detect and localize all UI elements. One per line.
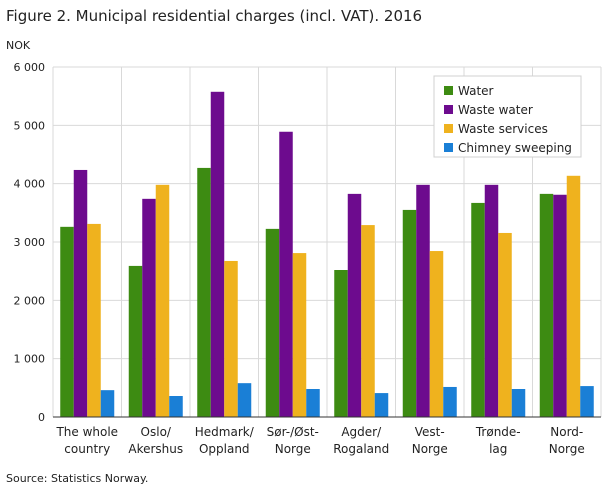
bar-chimney-sweeping (580, 386, 594, 417)
x-tick-label: lag (489, 442, 507, 456)
bar-waste-water (279, 131, 293, 417)
y-tick-label: 5 000 (14, 119, 46, 132)
x-tick-label: Akershus (128, 442, 183, 456)
bar-water (197, 167, 211, 417)
bar-waste-services (224, 260, 238, 417)
legend (433, 75, 582, 158)
legend-label: Waste services (458, 122, 548, 136)
bar-chimney-sweeping (100, 390, 115, 417)
x-tick-label: Rogaland (333, 442, 389, 456)
bar-waste-services (87, 223, 101, 417)
x-tick-label: The whole (55, 425, 118, 439)
y-tick-label: 1 000 (14, 353, 46, 366)
y-tick-label: 6 000 (14, 61, 46, 74)
legend-label: Chimney sweeping (458, 141, 572, 155)
x-tick-label: Sør-/Øst- (267, 425, 319, 439)
bar-chimney-sweeping (374, 393, 389, 417)
x-tick-label: Agder/ (341, 425, 382, 439)
bar-waste-water (553, 194, 567, 417)
legend-swatch (444, 105, 453, 114)
bar-waste-services (566, 175, 581, 417)
y-tick-label: 3 000 (14, 236, 46, 249)
bar-waste-water (142, 198, 156, 417)
x-tick-label: Hedmark/ (195, 425, 255, 439)
legend-swatch (444, 124, 453, 133)
chart-title: Figure 2. Municipal residential charges … (6, 7, 423, 25)
y-tick-label: 2 000 (14, 294, 46, 307)
x-tick-label: Norge (412, 442, 448, 456)
bar-waste-water (416, 184, 430, 417)
bar-waste-services (361, 225, 375, 417)
x-tick-label: Oslo/ (141, 425, 172, 439)
bar-chimney-sweeping (443, 386, 457, 417)
bar-waste-water (484, 184, 499, 417)
source-note: Source: Statistics Norway. (6, 472, 149, 485)
bar-waste-services (292, 253, 307, 417)
x-tick-label: Norge (549, 442, 585, 456)
bar-waste-water (347, 193, 362, 417)
x-tick-label: Oppland (199, 442, 250, 456)
y-tick-label: 0 (38, 411, 45, 424)
bar-water (60, 226, 74, 417)
bar-chimney-sweeping (306, 389, 320, 417)
bar-water (471, 202, 485, 417)
bar-water (128, 265, 143, 417)
bar-water (402, 209, 417, 417)
x-tick-label: Vest- (415, 425, 445, 439)
y-axis-label: NOK (6, 39, 31, 52)
bar-chimney-sweeping (511, 389, 526, 417)
bar-water (265, 228, 280, 417)
legend-label: Waste water (458, 103, 533, 117)
y-tick-label: 4 000 (14, 178, 46, 191)
bar-waste-services (429, 251, 444, 417)
bar-waste-services (155, 184, 170, 417)
bar-chimney-sweeping (237, 383, 252, 417)
bar-waste-water (210, 91, 225, 418)
x-tick-label: Norge (275, 442, 311, 456)
bar-waste-services (498, 232, 512, 417)
x-tick-label: country (64, 442, 110, 456)
x-tick-label: Trønde- (475, 425, 521, 439)
legend-label: Water (458, 84, 494, 98)
bar-chimney-sweeping (169, 396, 183, 417)
legend-swatch (444, 86, 453, 95)
legend-swatch (444, 143, 453, 152)
bar-water (539, 193, 554, 417)
bar-waste-water (73, 169, 88, 417)
x-tick-label: Nord- (550, 425, 583, 439)
bar-water (334, 270, 348, 417)
